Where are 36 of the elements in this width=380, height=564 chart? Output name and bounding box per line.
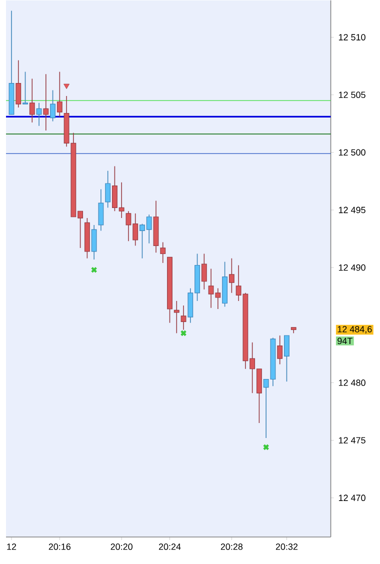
candlestick (277, 335, 283, 365)
candlestick (92, 224, 97, 260)
x-tick-label: 20:24 (159, 544, 181, 550)
candlestick (98, 188, 104, 232)
x-tick-label: 12 (7, 544, 16, 550)
candlestick (43, 74, 49, 131)
point (263, 444, 270, 450)
y-tick-label: 12 510 (339, 34, 366, 40)
candlestick (16, 60, 22, 108)
candlestick (57, 71, 63, 118)
text: 94T (338, 338, 353, 344)
x-tick-label: 20:16 (49, 544, 71, 550)
x-tick-label: 20:32 (276, 544, 298, 550)
candlestick (36, 102, 42, 126)
x-tick-label: 20:28 (221, 544, 243, 550)
point (180, 330, 187, 336)
point (91, 266, 98, 274)
candlestick (22, 71, 28, 104)
candlestick (50, 90, 56, 122)
y-tick-label: 12 480 (339, 380, 366, 386)
y-tick-label: 12 490 (339, 264, 366, 271)
y-tick-label: 12 505 (339, 92, 366, 98)
candlestick (160, 242, 166, 264)
candlestick (174, 300, 180, 334)
candlestick (30, 78, 35, 123)
candlestick (229, 258, 235, 294)
y-tick-label: 12 475 (339, 437, 366, 444)
candlestick (284, 335, 290, 382)
candlestick (202, 253, 208, 290)
candlestick (105, 170, 111, 208)
point (64, 84, 70, 89)
text: 12 484,6 (338, 326, 372, 334)
y-tick-label: 12 470 (339, 494, 366, 502)
y-tick-label: 12 495 (339, 206, 366, 214)
x-tick-label: 20:20 (110, 544, 133, 550)
y-tick-label: 12 500 (339, 149, 366, 156)
